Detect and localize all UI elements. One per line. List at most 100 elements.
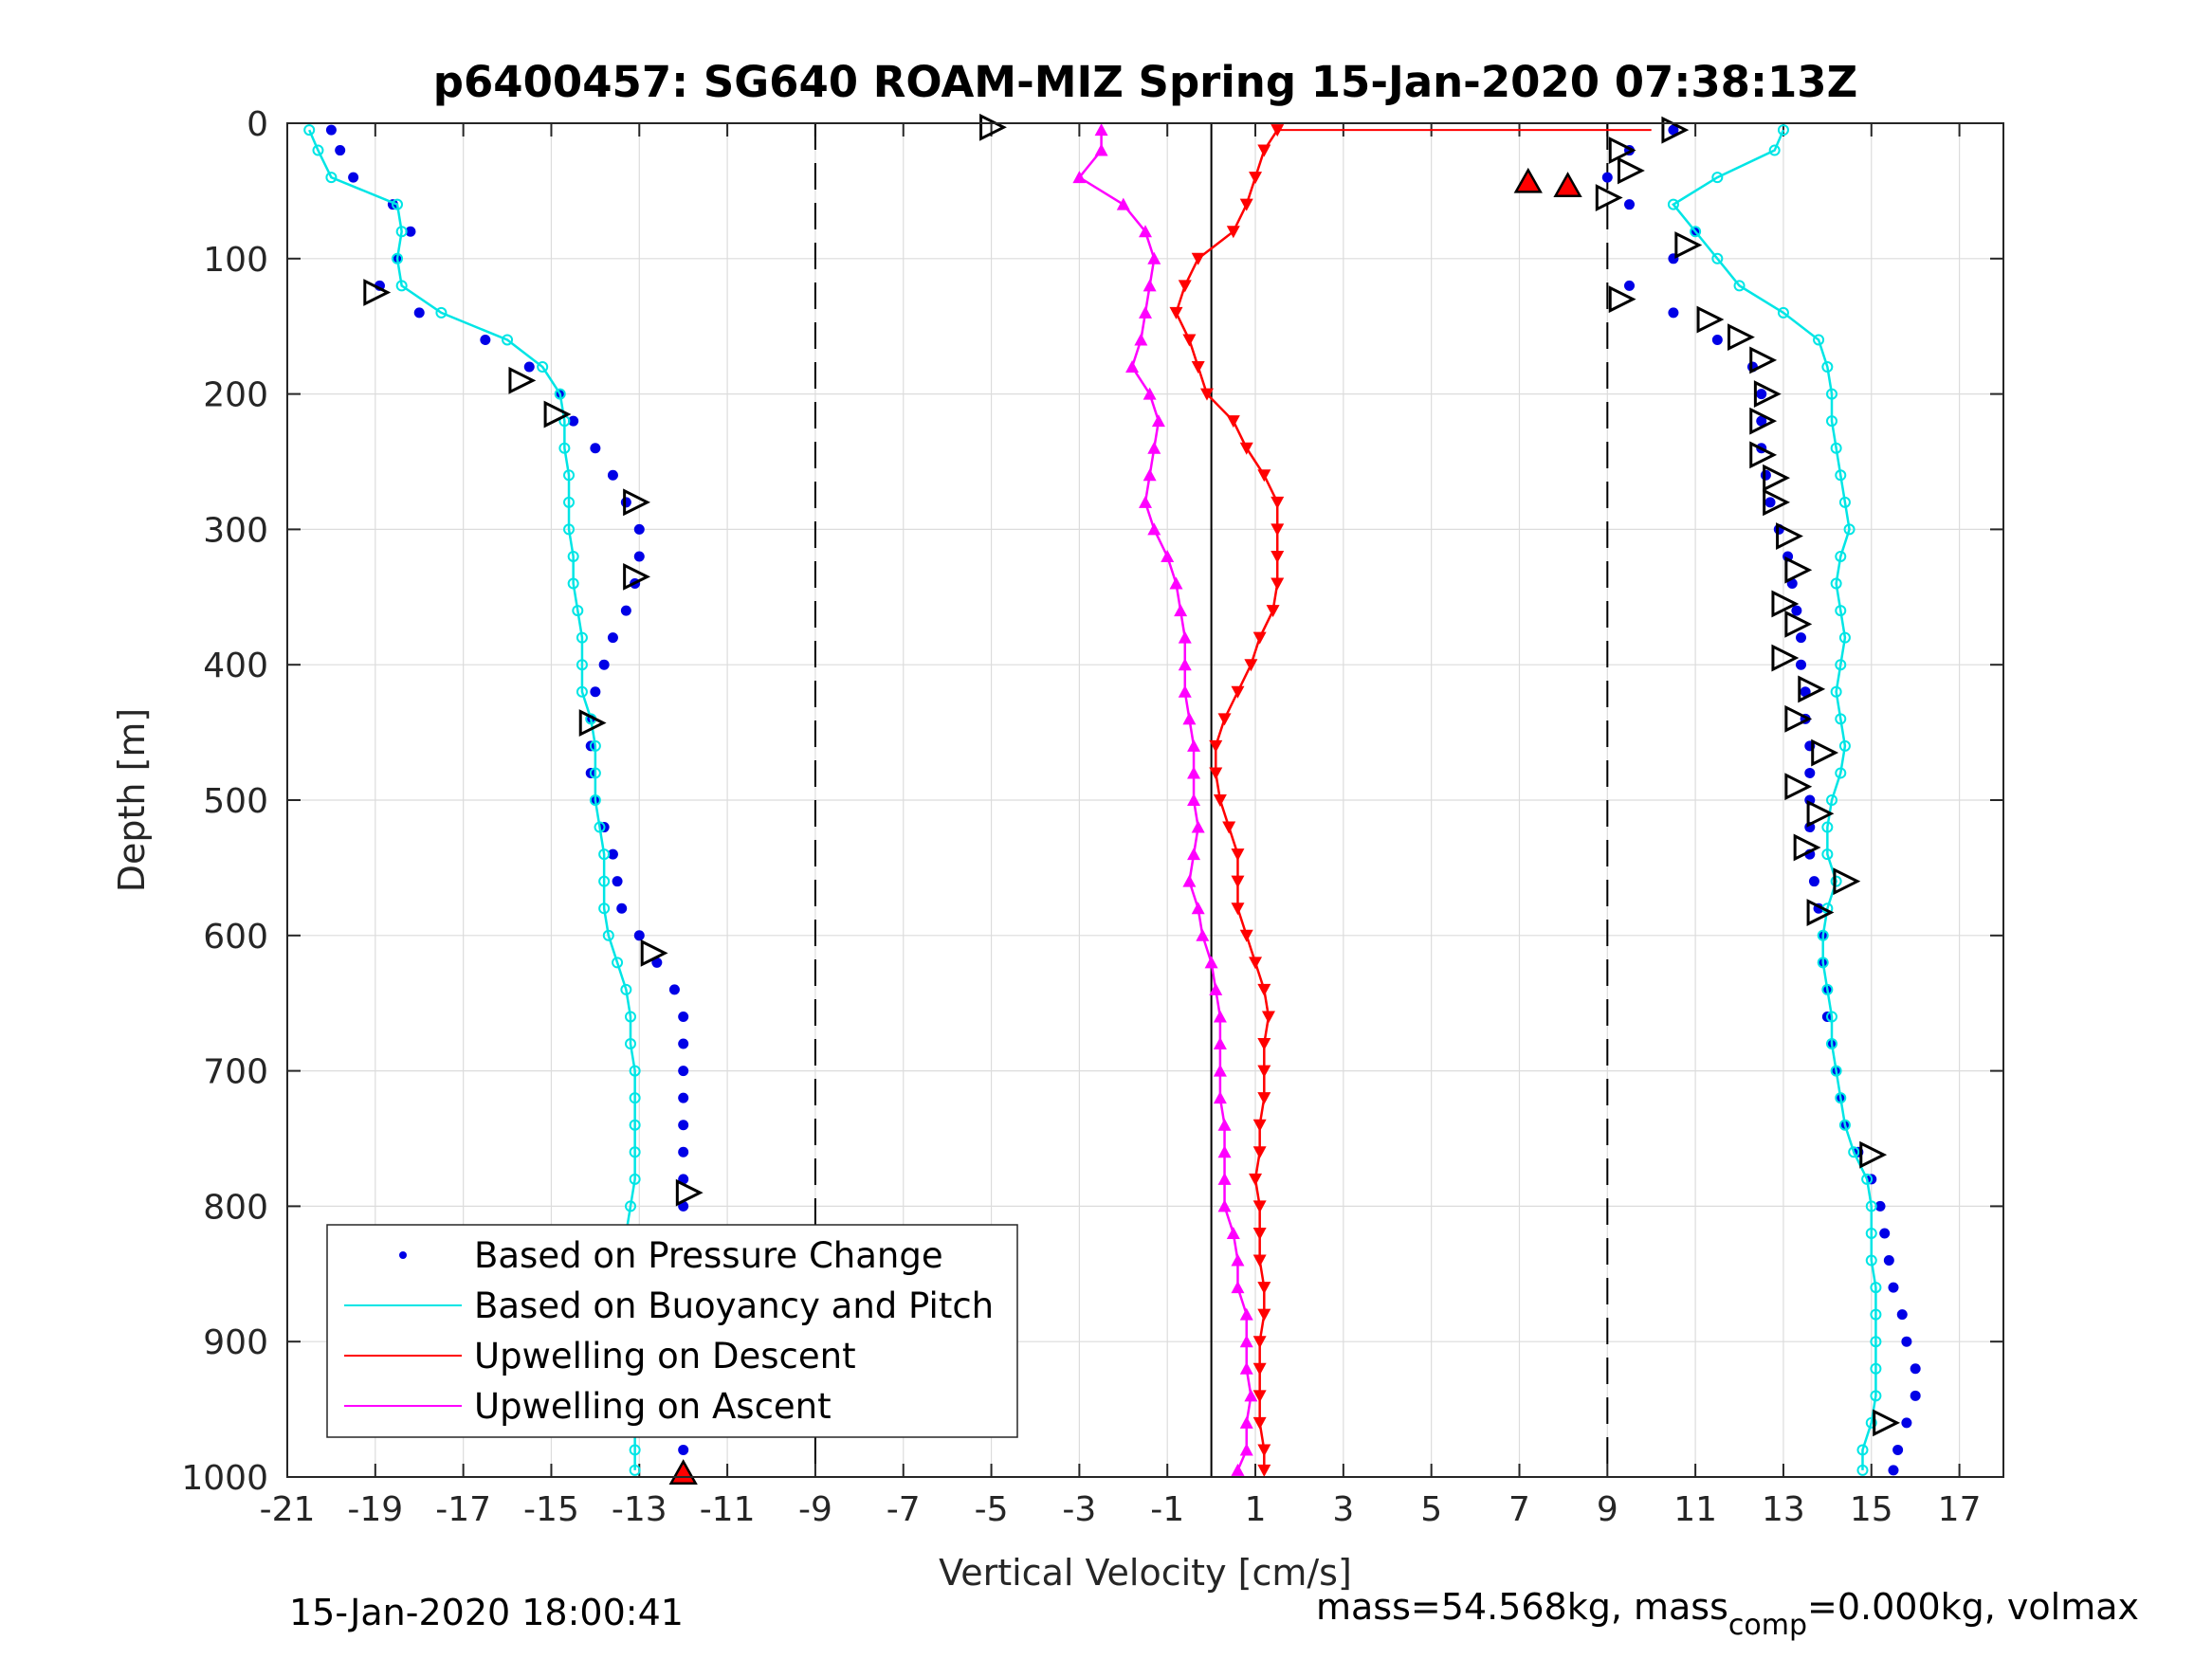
data-point xyxy=(1178,684,1192,698)
x-tick-label: -17 xyxy=(435,1490,491,1529)
data-point xyxy=(1213,1064,1227,1077)
data-point xyxy=(1252,1227,1267,1240)
data-point xyxy=(1838,496,1851,508)
data-point xyxy=(1756,415,1767,427)
data-point xyxy=(1817,957,1829,969)
data-point xyxy=(392,252,404,264)
open-triangle-marker xyxy=(1753,380,1782,409)
open-triangle-marker xyxy=(640,939,668,967)
data-point xyxy=(589,794,601,806)
data-point xyxy=(502,334,514,346)
data-point xyxy=(1147,522,1161,536)
data-point xyxy=(1865,1227,1877,1239)
data-point xyxy=(678,1120,689,1131)
data-point xyxy=(325,172,338,184)
data-point xyxy=(1870,1390,1882,1402)
data-point xyxy=(480,334,491,345)
data-point xyxy=(1178,658,1192,671)
open-triangle-marker xyxy=(1674,231,1703,259)
x-axis-label: Vertical Velocity [cm/s] xyxy=(939,1552,1352,1594)
data-point xyxy=(1231,1281,1245,1294)
data-point xyxy=(1835,469,1847,482)
axes-box xyxy=(286,122,2004,1478)
data-point xyxy=(1209,982,1223,995)
data-point xyxy=(395,226,408,238)
x-tick-label: -19 xyxy=(347,1490,403,1529)
footer-mass-info: mass=54.568kg, masscomp=0.000kg, volmax xyxy=(1316,1586,2139,1642)
data-point xyxy=(1072,171,1087,184)
data-point xyxy=(612,957,624,969)
data-point xyxy=(1252,1336,1267,1349)
data-point xyxy=(1252,631,1267,645)
data-point xyxy=(1213,1037,1227,1050)
data-point xyxy=(576,659,588,671)
data-point xyxy=(1094,123,1108,137)
data-point xyxy=(1257,144,1271,157)
data-point xyxy=(1257,1464,1271,1477)
data-point xyxy=(1239,442,1253,455)
data-point xyxy=(1134,333,1148,346)
open-triangle-marker xyxy=(508,366,537,394)
data-point xyxy=(607,848,618,860)
open-triangle-marker xyxy=(543,400,572,428)
data-point xyxy=(1826,415,1837,428)
data-point xyxy=(678,1038,689,1049)
data-point xyxy=(303,124,316,137)
data-point xyxy=(1821,848,1834,861)
data-point xyxy=(554,388,566,400)
data-point xyxy=(1838,631,1851,644)
open-triangle-marker xyxy=(1811,738,1839,767)
data-point xyxy=(1896,1309,1908,1321)
data-point xyxy=(1760,469,1771,481)
data-point xyxy=(567,550,579,562)
data-point xyxy=(629,1065,641,1077)
data-point xyxy=(392,198,404,210)
data-point xyxy=(1257,983,1271,996)
data-point xyxy=(413,307,425,319)
open-triangle-marker xyxy=(1595,184,1623,211)
data-point xyxy=(1257,469,1271,483)
data-point xyxy=(1777,124,1789,137)
data-point xyxy=(1174,604,1188,617)
data-point xyxy=(1892,1444,1904,1455)
data-point xyxy=(1231,902,1245,916)
data-point xyxy=(1764,497,1776,508)
data-point xyxy=(1271,496,1285,509)
open-triangle-marker xyxy=(1763,488,1791,517)
data-point xyxy=(1169,306,1183,319)
data-point xyxy=(1191,820,1205,833)
data-point xyxy=(395,280,408,292)
open-triangle-marker xyxy=(1608,285,1636,314)
data-point xyxy=(612,876,623,887)
data-point xyxy=(1139,495,1152,508)
data-point xyxy=(1252,1146,1267,1159)
data-point xyxy=(1826,794,1837,806)
open-triangle-marker xyxy=(578,709,607,738)
y-tick-label: 800 xyxy=(203,1188,268,1227)
open-triangle-marker xyxy=(1661,116,1690,144)
x-tick-label: 9 xyxy=(1597,1490,1618,1529)
data-point xyxy=(1213,794,1227,807)
open-triangle-marker xyxy=(1793,833,1821,862)
data-point xyxy=(1865,1254,1877,1267)
data-point xyxy=(620,605,631,616)
data-point xyxy=(568,415,579,427)
footer-mass-prefix: mass=54.568kg, mass xyxy=(1316,1586,1728,1628)
data-point xyxy=(1217,1145,1232,1158)
y-tick-label: 100 xyxy=(203,241,268,280)
data-point xyxy=(1830,577,1842,590)
open-triangle-marker xyxy=(623,488,650,517)
open-triangle-marker xyxy=(1784,556,1813,584)
footer-mass-subscript: comp xyxy=(1728,1609,1807,1642)
data-point xyxy=(1266,605,1280,618)
data-point xyxy=(1239,1307,1253,1321)
open-triangle-marker xyxy=(1771,590,1800,618)
series-upwelling-on-descent-4 xyxy=(1169,124,1285,1477)
data-point xyxy=(1804,767,1816,778)
data-point xyxy=(563,496,576,508)
x-tick-label: 13 xyxy=(1762,1490,1805,1529)
open-triangle-marker xyxy=(1608,137,1636,164)
data-point xyxy=(1861,1173,1874,1185)
data-point xyxy=(335,145,346,156)
data-point xyxy=(1257,1092,1271,1105)
